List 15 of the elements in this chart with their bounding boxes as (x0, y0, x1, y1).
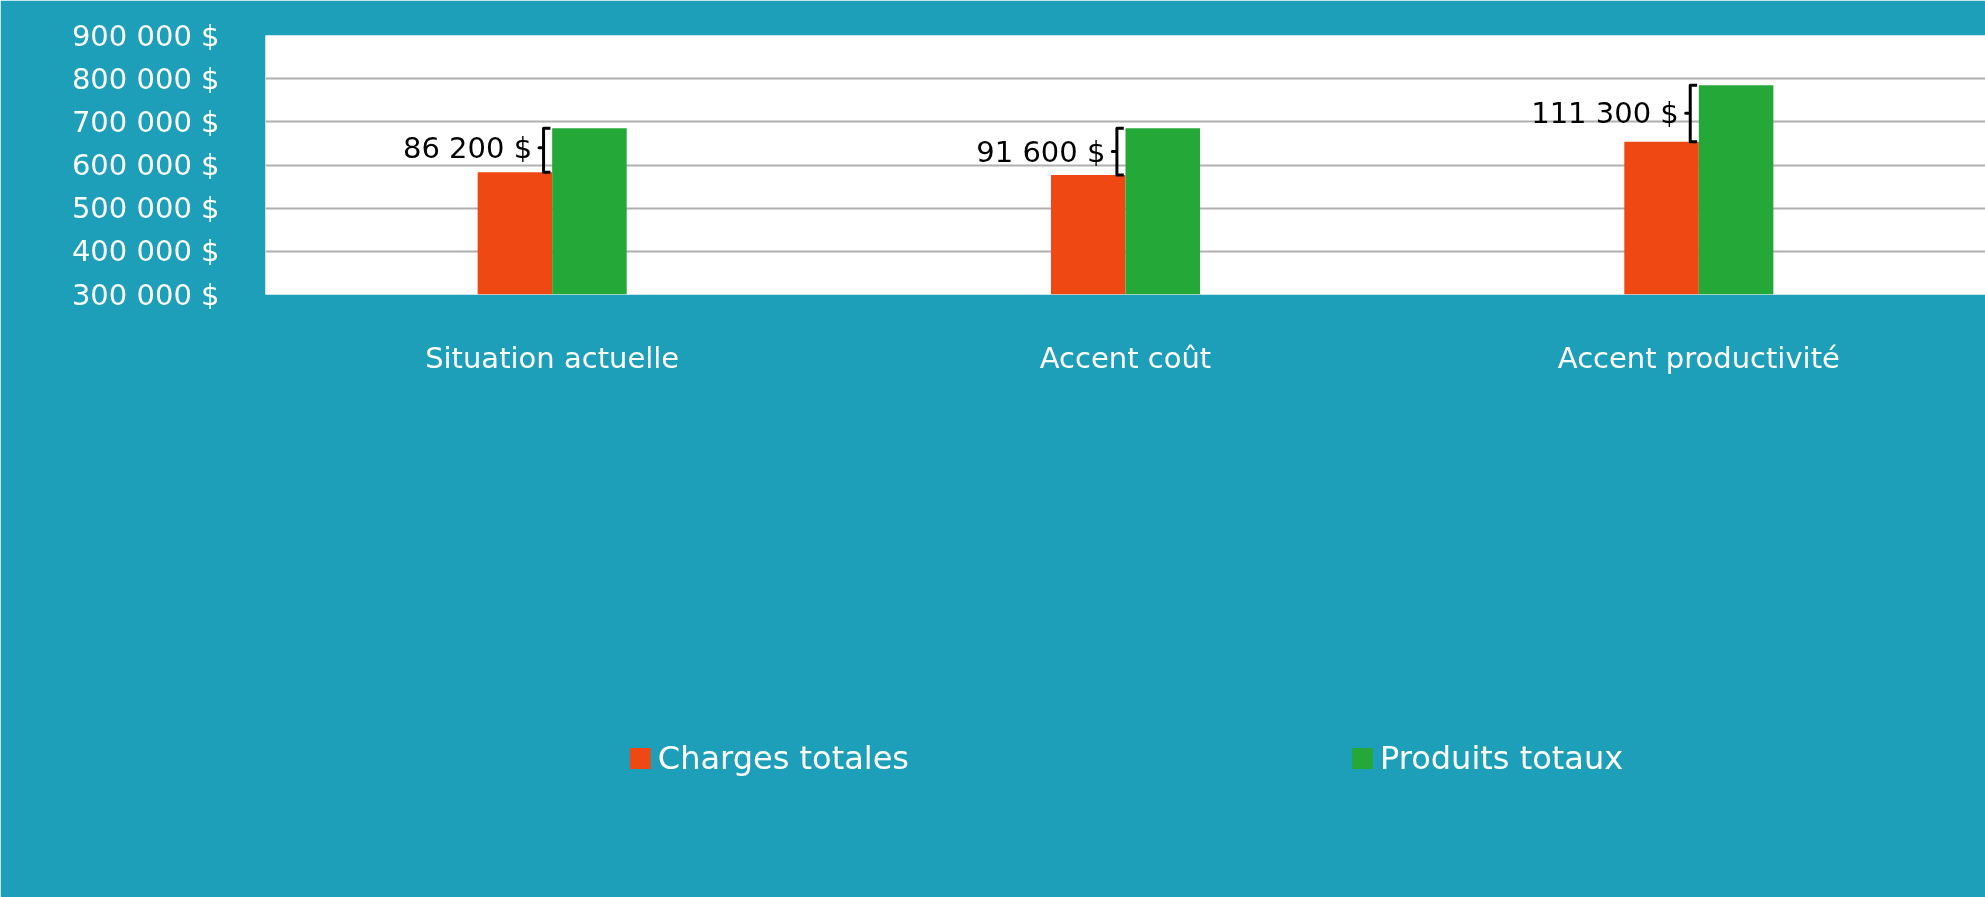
y-tick-label: 800 000 $ (71, 61, 220, 96)
y-tick-label: 500 000 $ (71, 191, 220, 226)
annotation: 86 200 $ (402, 130, 533, 165)
legend-label: Charges totales (657, 738, 910, 777)
x-tick-label: Situation actuelle (425, 340, 680, 375)
y-tick-label: 400 000 $ (71, 234, 220, 269)
x-tick-label: Accent productivité (1557, 340, 1840, 375)
y-tick-label: 700 000 $ (71, 104, 220, 139)
annotation: 91 600 $ (976, 134, 1106, 169)
y-tick-label: 300 000 $ (71, 277, 220, 312)
x-tick-label: Accent coût (1039, 340, 1212, 375)
y-tick-label: 600 000 $ (71, 148, 220, 182)
legend-label: Produits totaux (1380, 738, 1624, 777)
y-tick-label: 900 000 $ (71, 18, 220, 53)
annotation: 111 300 $ (1531, 96, 1679, 131)
